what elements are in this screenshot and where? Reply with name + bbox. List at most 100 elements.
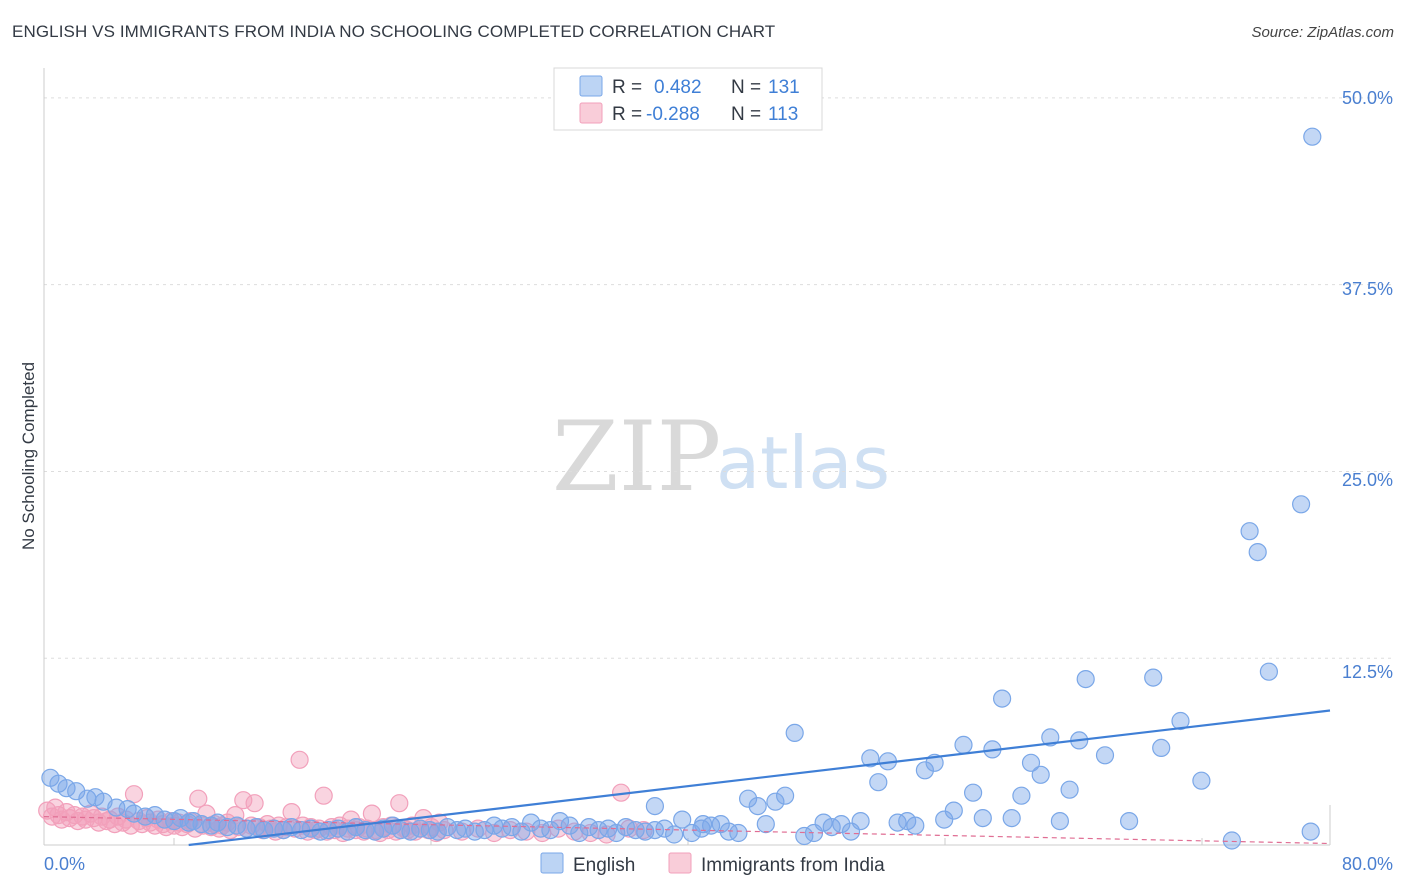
english-point <box>645 820 665 840</box>
english-point <box>208 813 227 832</box>
english-point <box>391 820 410 840</box>
bottom-legend-india: Immigrants from India <box>701 855 885 876</box>
english-point <box>1291 495 1311 514</box>
english-point <box>906 816 925 835</box>
english-point <box>1119 811 1139 831</box>
english-point <box>502 817 521 837</box>
english-point <box>1076 669 1095 689</box>
y-tick-label: 50.0% <box>1342 88 1393 108</box>
watermark-atlas: atlas <box>716 421 890 505</box>
english-point <box>645 796 665 816</box>
y-tick-label: 12.5% <box>1342 662 1393 682</box>
english-point <box>1301 822 1320 841</box>
india-point <box>390 794 409 813</box>
english-point <box>729 823 748 843</box>
legend-r-label: R = <box>612 77 642 98</box>
english-point <box>521 813 541 832</box>
english-point <box>1171 711 1190 731</box>
bottom-legend-swatch-india <box>668 852 692 874</box>
english-point <box>589 820 608 840</box>
english-point <box>992 689 1012 708</box>
chart-title: ENGLISH VS IMMIGRANTS FROM INDIA NO SCHO… <box>12 22 776 41</box>
english-point <box>1021 753 1041 772</box>
india-point <box>314 786 333 805</box>
english-point <box>1259 662 1279 681</box>
y-axis-label: No Schooling Completed <box>19 362 38 550</box>
english-point <box>264 819 283 838</box>
india-point <box>234 791 253 810</box>
english-point <box>1222 831 1242 850</box>
english-point <box>1002 808 1021 828</box>
english-point <box>888 813 907 832</box>
india-point <box>362 804 381 823</box>
english-point <box>356 820 375 840</box>
english-point <box>145 805 164 825</box>
english-point <box>766 792 785 811</box>
y-tick-label: 37.5% <box>1342 279 1393 299</box>
correlation-legend: R = 0.482 N = 131 R = -0.288 N = 113 <box>553 67 823 131</box>
english-point <box>915 761 935 780</box>
gridlines <box>44 97 1392 659</box>
legend-n-value-english: 131 <box>768 77 800 98</box>
legend-r-value-english: 0.482 <box>654 77 702 98</box>
india-point <box>189 789 208 808</box>
english-point <box>756 814 775 834</box>
english-point <box>1012 786 1031 805</box>
english-point <box>1152 738 1171 758</box>
english-point <box>775 786 795 805</box>
legend-n-label: N = <box>731 77 761 98</box>
english-point <box>1060 780 1079 799</box>
india-point <box>290 750 309 769</box>
english-point <box>136 807 155 826</box>
english-point <box>1240 522 1259 541</box>
english-point <box>851 811 870 831</box>
english-point <box>832 814 851 834</box>
english-point <box>655 819 674 838</box>
x-tick-label-max: 80.0% <box>1342 854 1393 874</box>
english-point <box>1031 765 1050 784</box>
english-point <box>560 816 579 835</box>
english-point <box>218 817 237 837</box>
english-point <box>1248 542 1267 562</box>
series-legend: English Immigrants from India <box>540 852 885 876</box>
legend-r-value-india: -0.288 <box>646 104 700 125</box>
english-point <box>1041 728 1060 747</box>
english-point <box>626 820 645 840</box>
english-point <box>748 796 767 816</box>
india-point <box>245 794 264 813</box>
legend-n-value-india: 113 <box>768 104 798 125</box>
legend-r-label: R = <box>612 104 642 125</box>
english-point <box>1050 811 1070 831</box>
english-point <box>738 789 758 808</box>
english-point <box>963 783 983 802</box>
watermark-zip: ZIP <box>552 401 721 513</box>
english-point <box>1095 746 1115 765</box>
english-point <box>664 825 684 844</box>
english-point <box>1303 127 1322 146</box>
source-label: Source: ZipAtlas.com <box>1251 24 1394 41</box>
bottom-legend-english: English <box>573 855 635 876</box>
english-point <box>1192 771 1211 790</box>
english-point <box>785 723 804 743</box>
legend-swatch-english <box>579 75 603 97</box>
trend-lines <box>43 709 1331 847</box>
english-point <box>428 822 447 841</box>
english-trend-line <box>188 709 1331 847</box>
india-trend-line <box>43 816 1331 845</box>
english-point <box>861 749 880 768</box>
english-point <box>869 773 888 792</box>
english-point <box>944 801 963 820</box>
english-point <box>973 808 992 828</box>
english-point <box>1144 668 1163 687</box>
india-point <box>435 820 454 840</box>
x-tick-label-min: 0.0% <box>44 854 85 874</box>
english-point <box>954 735 973 755</box>
legend-n-label: N = <box>731 104 761 125</box>
english-point <box>673 810 692 829</box>
english-point <box>570 823 589 843</box>
bottom-legend-swatch-english <box>540 852 564 874</box>
series-english-points <box>41 127 1322 850</box>
english-point <box>550 811 570 831</box>
legend-swatch-india <box>579 102 603 124</box>
